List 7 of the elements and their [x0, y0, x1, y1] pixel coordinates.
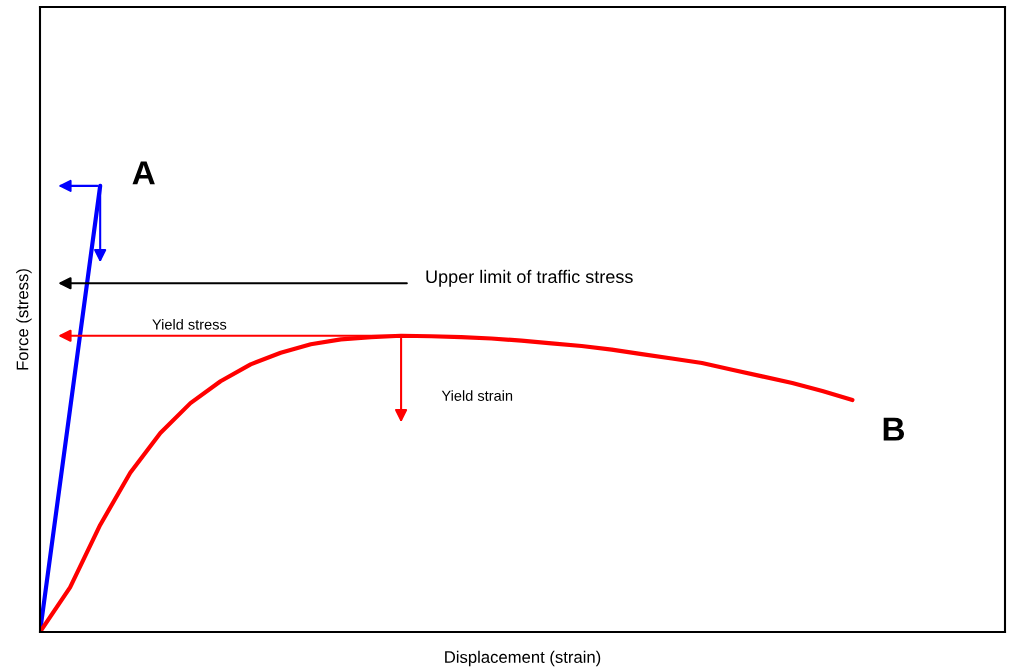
annotation: Upper limit of traffic stress [426, 269, 633, 287]
y-axis-title: Force (stress) [16, 269, 32, 370]
text: B [883, 417, 905, 441]
annotation: Yield strain [441, 390, 513, 401]
annotation: Yield stress [152, 318, 227, 330]
text: A [132, 161, 155, 185]
x-axis-title: Displacement (strain) [445, 650, 601, 667]
